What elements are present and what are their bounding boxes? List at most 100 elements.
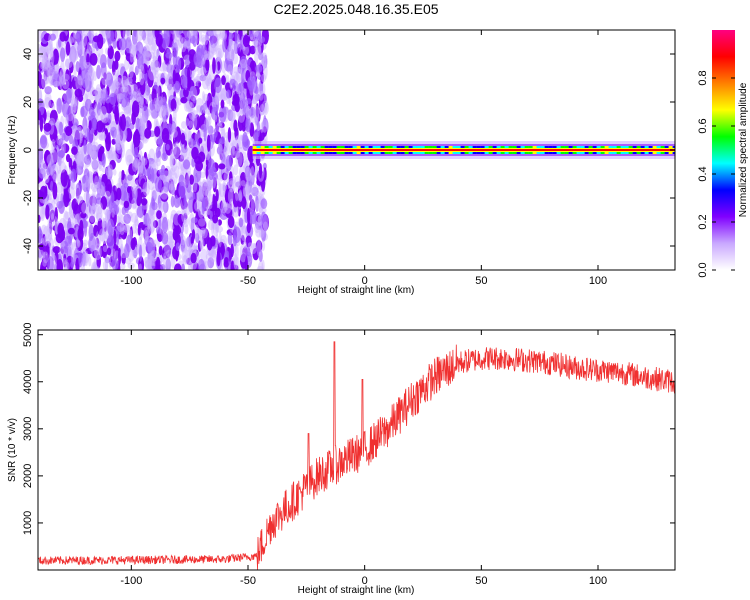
spectrogram-cell — [205, 165, 209, 180]
spectrogram-cell — [169, 167, 174, 180]
spectrogram-cell — [147, 157, 155, 165]
spectrogram-cell — [195, 232, 200, 244]
spectrogram-cell — [175, 56, 182, 73]
spectrogram-cell — [244, 256, 248, 270]
spectrogram-cell — [41, 54, 48, 65]
snr-y-tick-label: 2000 — [22, 464, 34, 488]
spectrogram-cell — [261, 211, 267, 224]
spectrogram-cell — [261, 118, 268, 133]
spectrogram-cell — [165, 258, 171, 270]
spectrogram-cell — [142, 223, 148, 232]
spectrogram-cell — [109, 92, 117, 105]
spectrogram-cell — [201, 199, 206, 215]
spectrogram-cell — [222, 179, 226, 197]
spectrogram-cell — [91, 89, 98, 97]
spectrogram-cell — [157, 55, 162, 68]
spectrogram-cell — [89, 88, 95, 96]
spectrogram-cell — [44, 96, 52, 109]
spectrogram-cell — [65, 125, 73, 137]
spectrogram-cell — [43, 235, 48, 247]
spectrogram-cell — [121, 169, 125, 181]
spectrogram-cell — [178, 34, 184, 48]
spectrogram-cell — [144, 127, 152, 139]
spectrogram-cell — [162, 59, 166, 75]
spectrogram-cell — [140, 115, 146, 125]
spectrogram-cell — [78, 199, 87, 214]
spectrogram-x-tick-label: 50 — [475, 275, 487, 287]
spectrogram-cell — [263, 54, 268, 69]
spectrogram-cell — [197, 66, 203, 76]
spectrogram-cell — [197, 187, 205, 203]
spectrogram-cell — [128, 92, 133, 101]
spectrogram-cell — [135, 188, 143, 207]
spectrogram-cell — [261, 100, 269, 116]
spectrogram-cell — [155, 226, 161, 235]
spectrogram-cell — [225, 207, 233, 219]
spectrogram-cell — [105, 170, 114, 178]
spectrogram-cell — [233, 226, 241, 244]
spectrogram-cell — [260, 122, 264, 134]
spectrogram-cell — [240, 58, 247, 69]
spectrogram-cell — [85, 72, 90, 90]
spectrogram-cell — [113, 128, 121, 143]
spectrogram-cell — [95, 204, 99, 219]
spectrogram-cell — [56, 259, 64, 270]
spectrogram-cell — [221, 191, 226, 208]
spectrogram-cell — [194, 75, 203, 83]
spectrogram-cell — [68, 36, 74, 45]
spectrogram-cell — [162, 200, 169, 214]
spectrogram-cell — [141, 30, 147, 41]
spectrogram-cell — [55, 193, 64, 203]
spectrogram-cell — [172, 30, 178, 43]
spectrogram-cell — [79, 130, 85, 139]
spectrogram-cell — [46, 222, 53, 233]
spectrogram-cell — [44, 174, 50, 184]
spectrogram-cell — [162, 181, 170, 193]
snr-y-axis: 1000 2000 3000 4000 5000 — [22, 322, 675, 535]
spectrogram-cell — [79, 136, 83, 144]
spectrogram-cell — [38, 243, 45, 251]
spectrogram-cell — [158, 245, 163, 256]
spectrogram-cell — [134, 218, 140, 227]
spectrogram-cell — [182, 159, 191, 170]
spectrogram-cell — [140, 136, 145, 149]
spectrogram-cell — [187, 66, 191, 82]
spectrogram-cell — [201, 44, 207, 56]
spectrogram-cell — [149, 249, 158, 262]
spectrogram-cell — [149, 255, 155, 267]
spectrogram-cell — [162, 101, 168, 114]
spectrogram-cell — [171, 165, 176, 176]
spectrogram-cell — [237, 83, 242, 96]
spectrogram-cell — [80, 68, 89, 80]
spectrogram-cell — [69, 173, 74, 181]
spectrogram-cell — [104, 255, 109, 270]
spectrogram-cell — [53, 80, 61, 87]
spectrogram-cell — [164, 63, 171, 73]
spectrogram-cell — [90, 144, 99, 161]
spectrogram-cell — [196, 73, 200, 82]
spectrogram-cell — [142, 181, 150, 196]
spectrogram-cell — [249, 45, 256, 55]
spectrogram-cell — [239, 55, 248, 67]
spectrogram-cell — [123, 213, 132, 225]
spectrogram-cell — [161, 127, 170, 144]
spectrogram-cell — [148, 93, 153, 102]
spectrogram-cell — [54, 206, 58, 224]
spectrogram-cell — [58, 200, 65, 214]
spectrogram-cell — [111, 153, 119, 161]
spectrogram-cell — [112, 243, 118, 258]
spectrogram-cell — [123, 224, 131, 231]
snr-y-tick-label: 1000 — [22, 511, 34, 535]
spectrogram-cell — [230, 260, 235, 270]
spectrogram-cell — [116, 220, 125, 233]
spectrogram-cell — [120, 214, 124, 223]
spectrogram-cell — [38, 168, 46, 179]
snr-x-tick-label: -100 — [120, 575, 142, 587]
spectrogram-cell — [96, 33, 104, 49]
spectrogram-cell — [241, 196, 247, 210]
spectrogram-cell — [260, 52, 265, 65]
spectrogram-cell — [229, 41, 237, 56]
spectrogram-cell — [198, 137, 203, 144]
spectrogram-cell — [238, 92, 246, 109]
spectrogram-cell — [172, 39, 180, 48]
